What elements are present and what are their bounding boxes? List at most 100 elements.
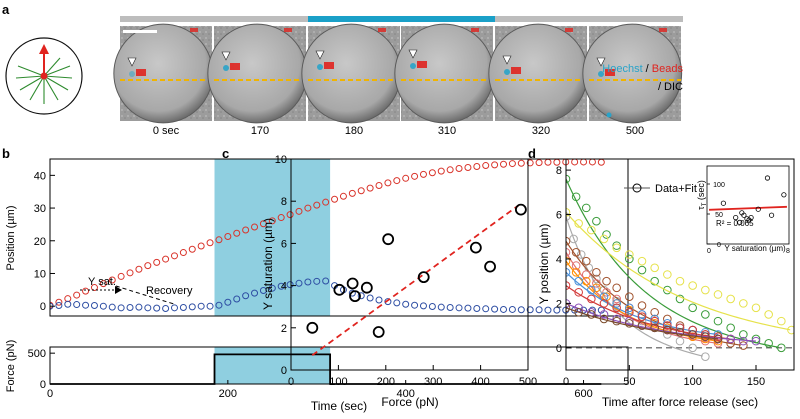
position-point [286,281,294,289]
position-point [473,304,481,312]
d-data-point [713,334,723,344]
position-point [402,300,410,308]
inset-ylabel: τT (sec) [696,180,708,210]
y-tick-label: 20 [34,236,46,248]
d-data-point [574,307,583,317]
d-series [566,174,794,361]
ysat-arrow-head-icon [115,286,122,294]
position-point [73,301,81,309]
position-point [90,284,98,292]
arrowhead-icon [127,57,137,67]
y-tick-label: 30 [34,203,46,215]
position-point [446,166,454,174]
inset-x-tick-label: 0 [707,248,711,255]
c-data-point [333,283,346,296]
x-tick-label: 200 [219,388,237,400]
y-tick-label: 4 [281,281,287,293]
position-point [153,258,161,266]
y-tick-label: 10 [275,154,287,166]
recovery-label: Recovery [146,285,193,297]
position-point [508,305,516,313]
d-data-point [701,285,710,295]
d-data-point [599,310,609,319]
position-point [206,239,214,247]
d-legend-label: Data+Fit [655,183,697,195]
position-point [90,302,98,310]
c-data-point [349,290,361,303]
frame-time-label: 180 [345,125,363,137]
inset-data-point [748,215,754,221]
c-xlabel: Force (pN) [381,395,438,409]
b-top-ylabel: Position (µm) [5,205,17,270]
d-data-point [663,285,672,295]
x-tick-label: 100 [683,376,701,388]
hoechst-signal [129,71,135,77]
y-tick-label: 8 [556,165,562,177]
position-point [535,306,543,314]
d-data-point [650,307,659,317]
d-data-point [713,290,723,299]
position-point [55,298,63,306]
spindle-fibers [15,57,73,104]
position-point [144,304,152,312]
inset-fit-line [709,205,787,211]
arrowhead-icon [408,49,418,59]
d-axes: 0 2 4 6 8 0 50 100 150 [556,165,765,388]
d-data-point [569,234,578,244]
y-tick-label: 2 [556,298,562,310]
d-data-point [576,250,586,259]
force-arrow-head-icon [39,44,49,54]
d-data-point [602,287,611,297]
position-point [233,295,241,303]
position-point [428,303,436,311]
d-data-point [574,219,583,228]
x-tick-label: 500 [519,376,537,388]
d-data-point [571,267,581,277]
d-data-point [625,250,634,259]
x-tick-label: 0 [288,376,294,388]
inset-data-point [733,215,739,221]
position-point [188,245,196,253]
position-point [170,252,178,260]
d-data-point [625,254,634,264]
inset-xlabel: Y saturation (µm) [724,244,786,253]
position-point [251,223,259,231]
frame-time-label: 500 [626,125,644,137]
d-data-point [612,241,621,250]
cell-body [394,23,495,124]
position-point [517,306,525,314]
d-data-point [675,276,685,286]
d-data-point [581,270,591,279]
d-data-point [625,307,634,317]
position-point [348,289,356,297]
position-point [571,159,579,166]
position-point [144,262,152,270]
legend-a-line2: / DIC [658,81,683,93]
d-fit-curve [566,251,719,344]
d-data-point [612,299,621,308]
inset-y-tick-label: 50 [715,212,723,219]
position-point [482,305,490,313]
position-point [259,220,267,228]
d-data-point [571,192,581,202]
d-data-point [637,321,647,330]
position-point [535,159,543,167]
y-tick-label: 0 [40,301,46,313]
hoechst-signal [606,112,612,118]
d-data-point [739,299,748,308]
d-data-point [592,216,601,226]
d-data-point [650,276,659,286]
inset-plot: 0 50 100 0 8 [707,175,790,255]
hoechst-signal [410,63,416,69]
position-point [331,195,339,203]
d-data-point [688,343,697,353]
position-point [64,300,72,308]
micrograph-frame: 0 sec [113,23,214,137]
y-tick-label: 10 [34,268,46,280]
d-data-point [663,270,672,279]
y-tick-label: 0 [40,379,46,391]
position-point [526,306,534,314]
